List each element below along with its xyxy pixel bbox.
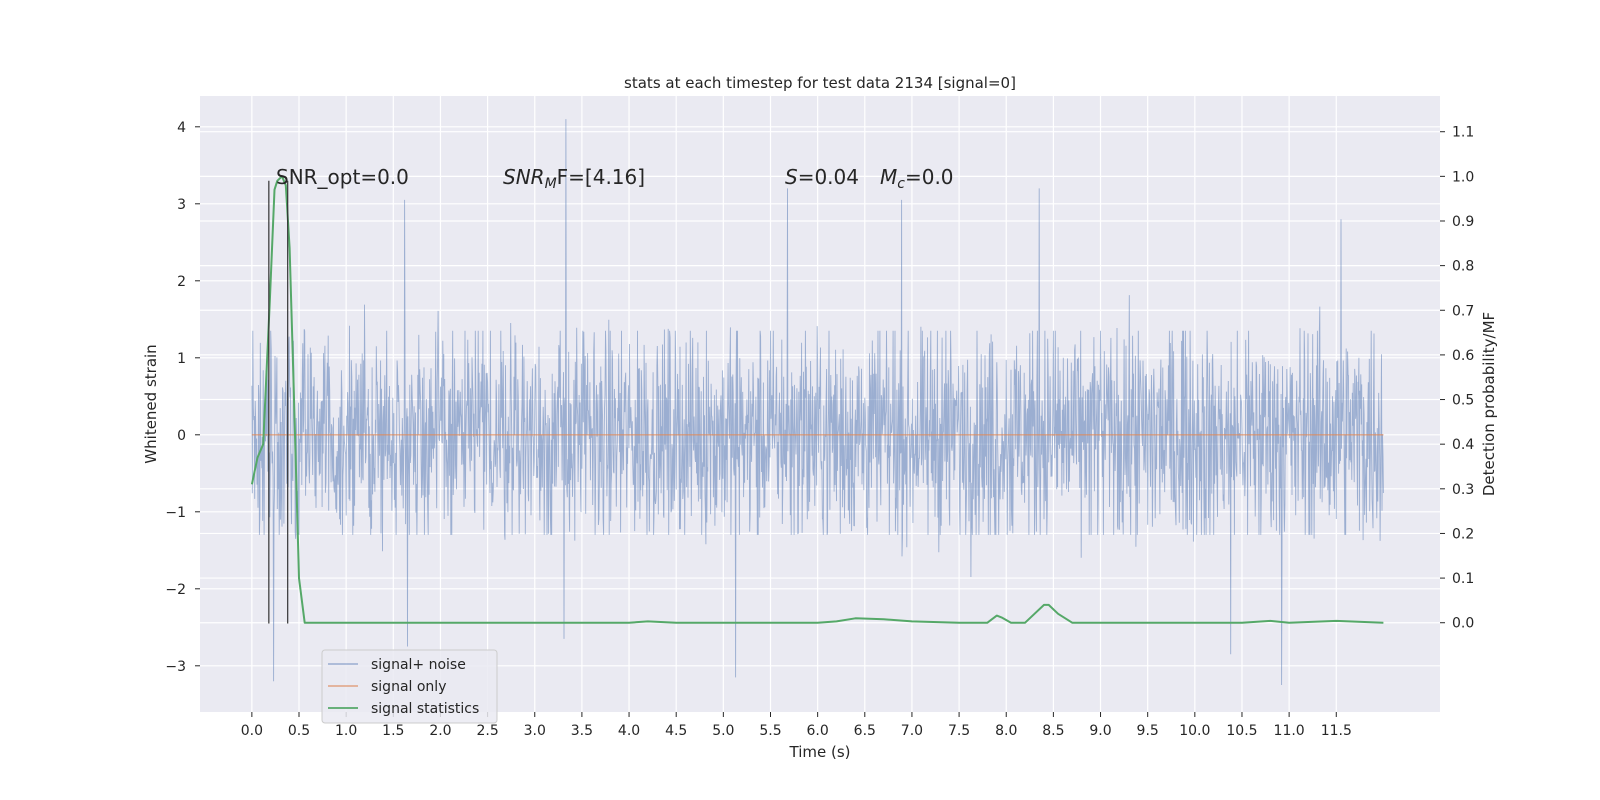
left-tick-label: 3 bbox=[177, 197, 186, 213]
annotation-s: S=0.04 bbox=[785, 165, 859, 189]
right-tick-label: 1.0 bbox=[1452, 169, 1474, 185]
left-tick-label: 4 bbox=[177, 120, 186, 136]
right-tick-label: 0.6 bbox=[1452, 348, 1474, 364]
left-tick-label: −1 bbox=[165, 505, 186, 521]
series-signal-statistics bbox=[250, 175, 1384, 624]
x-tick-label: 7.5 bbox=[948, 723, 970, 739]
x-tick-label: 1.5 bbox=[382, 723, 404, 739]
chart-title: stats at each timestep for test data 213… bbox=[624, 74, 1016, 92]
vertical-markers bbox=[268, 180, 289, 624]
annotation-snr-mf: SNRMF=[4.16] bbox=[503, 165, 645, 192]
x-tick-label: 11.5 bbox=[1321, 723, 1352, 739]
x-tick-label: 5.5 bbox=[759, 723, 781, 739]
x-tick-label: 10.0 bbox=[1179, 723, 1210, 739]
x-tick-label: 4.0 bbox=[618, 723, 640, 739]
x-tick-label: 7.0 bbox=[901, 723, 923, 739]
x-tick-label: 4.5 bbox=[665, 723, 687, 739]
right-axis-ticks: 1.1 1.0 0.9 0.8 0.7 0.6 0.5 0.4 0.3 0.2 0.1 0.0 bbox=[1440, 125, 1474, 632]
legend-label-signal-only: signal only bbox=[371, 679, 446, 695]
annotation-mc: Mc=0.0 bbox=[880, 165, 954, 192]
left-axis-label: Whitened strain bbox=[142, 344, 160, 463]
signal-noise-series bbox=[251, 119, 1384, 686]
annotation-snr-opt: SNR_opt=0.0 bbox=[276, 165, 409, 189]
x-tick-label: 9.5 bbox=[1137, 723, 1159, 739]
x-tick-label: 2.5 bbox=[476, 723, 498, 739]
x-tick-label: 1.0 bbox=[335, 723, 357, 739]
x-tick-label: 3.5 bbox=[571, 723, 593, 739]
series-signal-noise bbox=[251, 119, 1384, 686]
right-tick-label: 0.3 bbox=[1452, 482, 1474, 498]
legend: signal+ noise signal only signal statist… bbox=[321, 649, 498, 724]
right-tick-label: 0.2 bbox=[1452, 526, 1474, 542]
x-tick-label: 3.0 bbox=[524, 723, 546, 739]
x-tick-label: 5.0 bbox=[712, 723, 734, 739]
series-layer bbox=[250, 175, 1384, 624]
right-axis-label: Detection probability/MF bbox=[1480, 312, 1498, 496]
legend-label-signal-noise: signal+ noise bbox=[371, 657, 466, 673]
left-tick-label: 2 bbox=[177, 274, 186, 290]
right-tick-label: 0.0 bbox=[1452, 616, 1474, 632]
x-tick-label: 2.0 bbox=[429, 723, 451, 739]
right-tick-label: 0.8 bbox=[1452, 259, 1474, 275]
x-tick-label: 6.0 bbox=[807, 723, 829, 739]
left-tick-label: −2 bbox=[165, 582, 186, 598]
left-tick-label: 1 bbox=[177, 351, 186, 367]
x-tick-label: 9.0 bbox=[1089, 723, 1111, 739]
right-tick-label: 0.5 bbox=[1452, 393, 1474, 409]
legend-box bbox=[321, 649, 498, 724]
x-tick-label: 8.0 bbox=[995, 723, 1017, 739]
x-tick-label: 8.5 bbox=[1042, 723, 1064, 739]
x-tick-label: 6.5 bbox=[854, 723, 876, 739]
right-tick-label: 0.7 bbox=[1452, 303, 1474, 319]
x-axis-ticks: 0.0 0.5 1.0 1.5 2.0 2.5 3.0 3.5 4.0 4.5 5.0 5.5 6.0 6… bbox=[241, 712, 1352, 739]
x-tick-label: 0.5 bbox=[288, 723, 310, 739]
right-tick-label: 0.1 bbox=[1452, 571, 1474, 587]
left-axis-ticks: 4 3 2 1 0 −1 −2 −3 bbox=[165, 120, 200, 675]
right-tick-label: 1.1 bbox=[1452, 125, 1474, 141]
legend-label-signal-statistics: signal statistics bbox=[371, 701, 479, 717]
x-tick-label: 11.0 bbox=[1274, 723, 1305, 739]
left-tick-label: −3 bbox=[165, 659, 186, 675]
right-tick-label: 0.9 bbox=[1452, 214, 1474, 230]
left-tick-label: 0 bbox=[177, 428, 186, 444]
x-tick-label: 10.5 bbox=[1226, 723, 1257, 739]
x-axis-label: Time (s) bbox=[789, 743, 851, 761]
right-tick-label: 0.4 bbox=[1452, 437, 1474, 453]
x-tick-label: 0.0 bbox=[241, 723, 263, 739]
